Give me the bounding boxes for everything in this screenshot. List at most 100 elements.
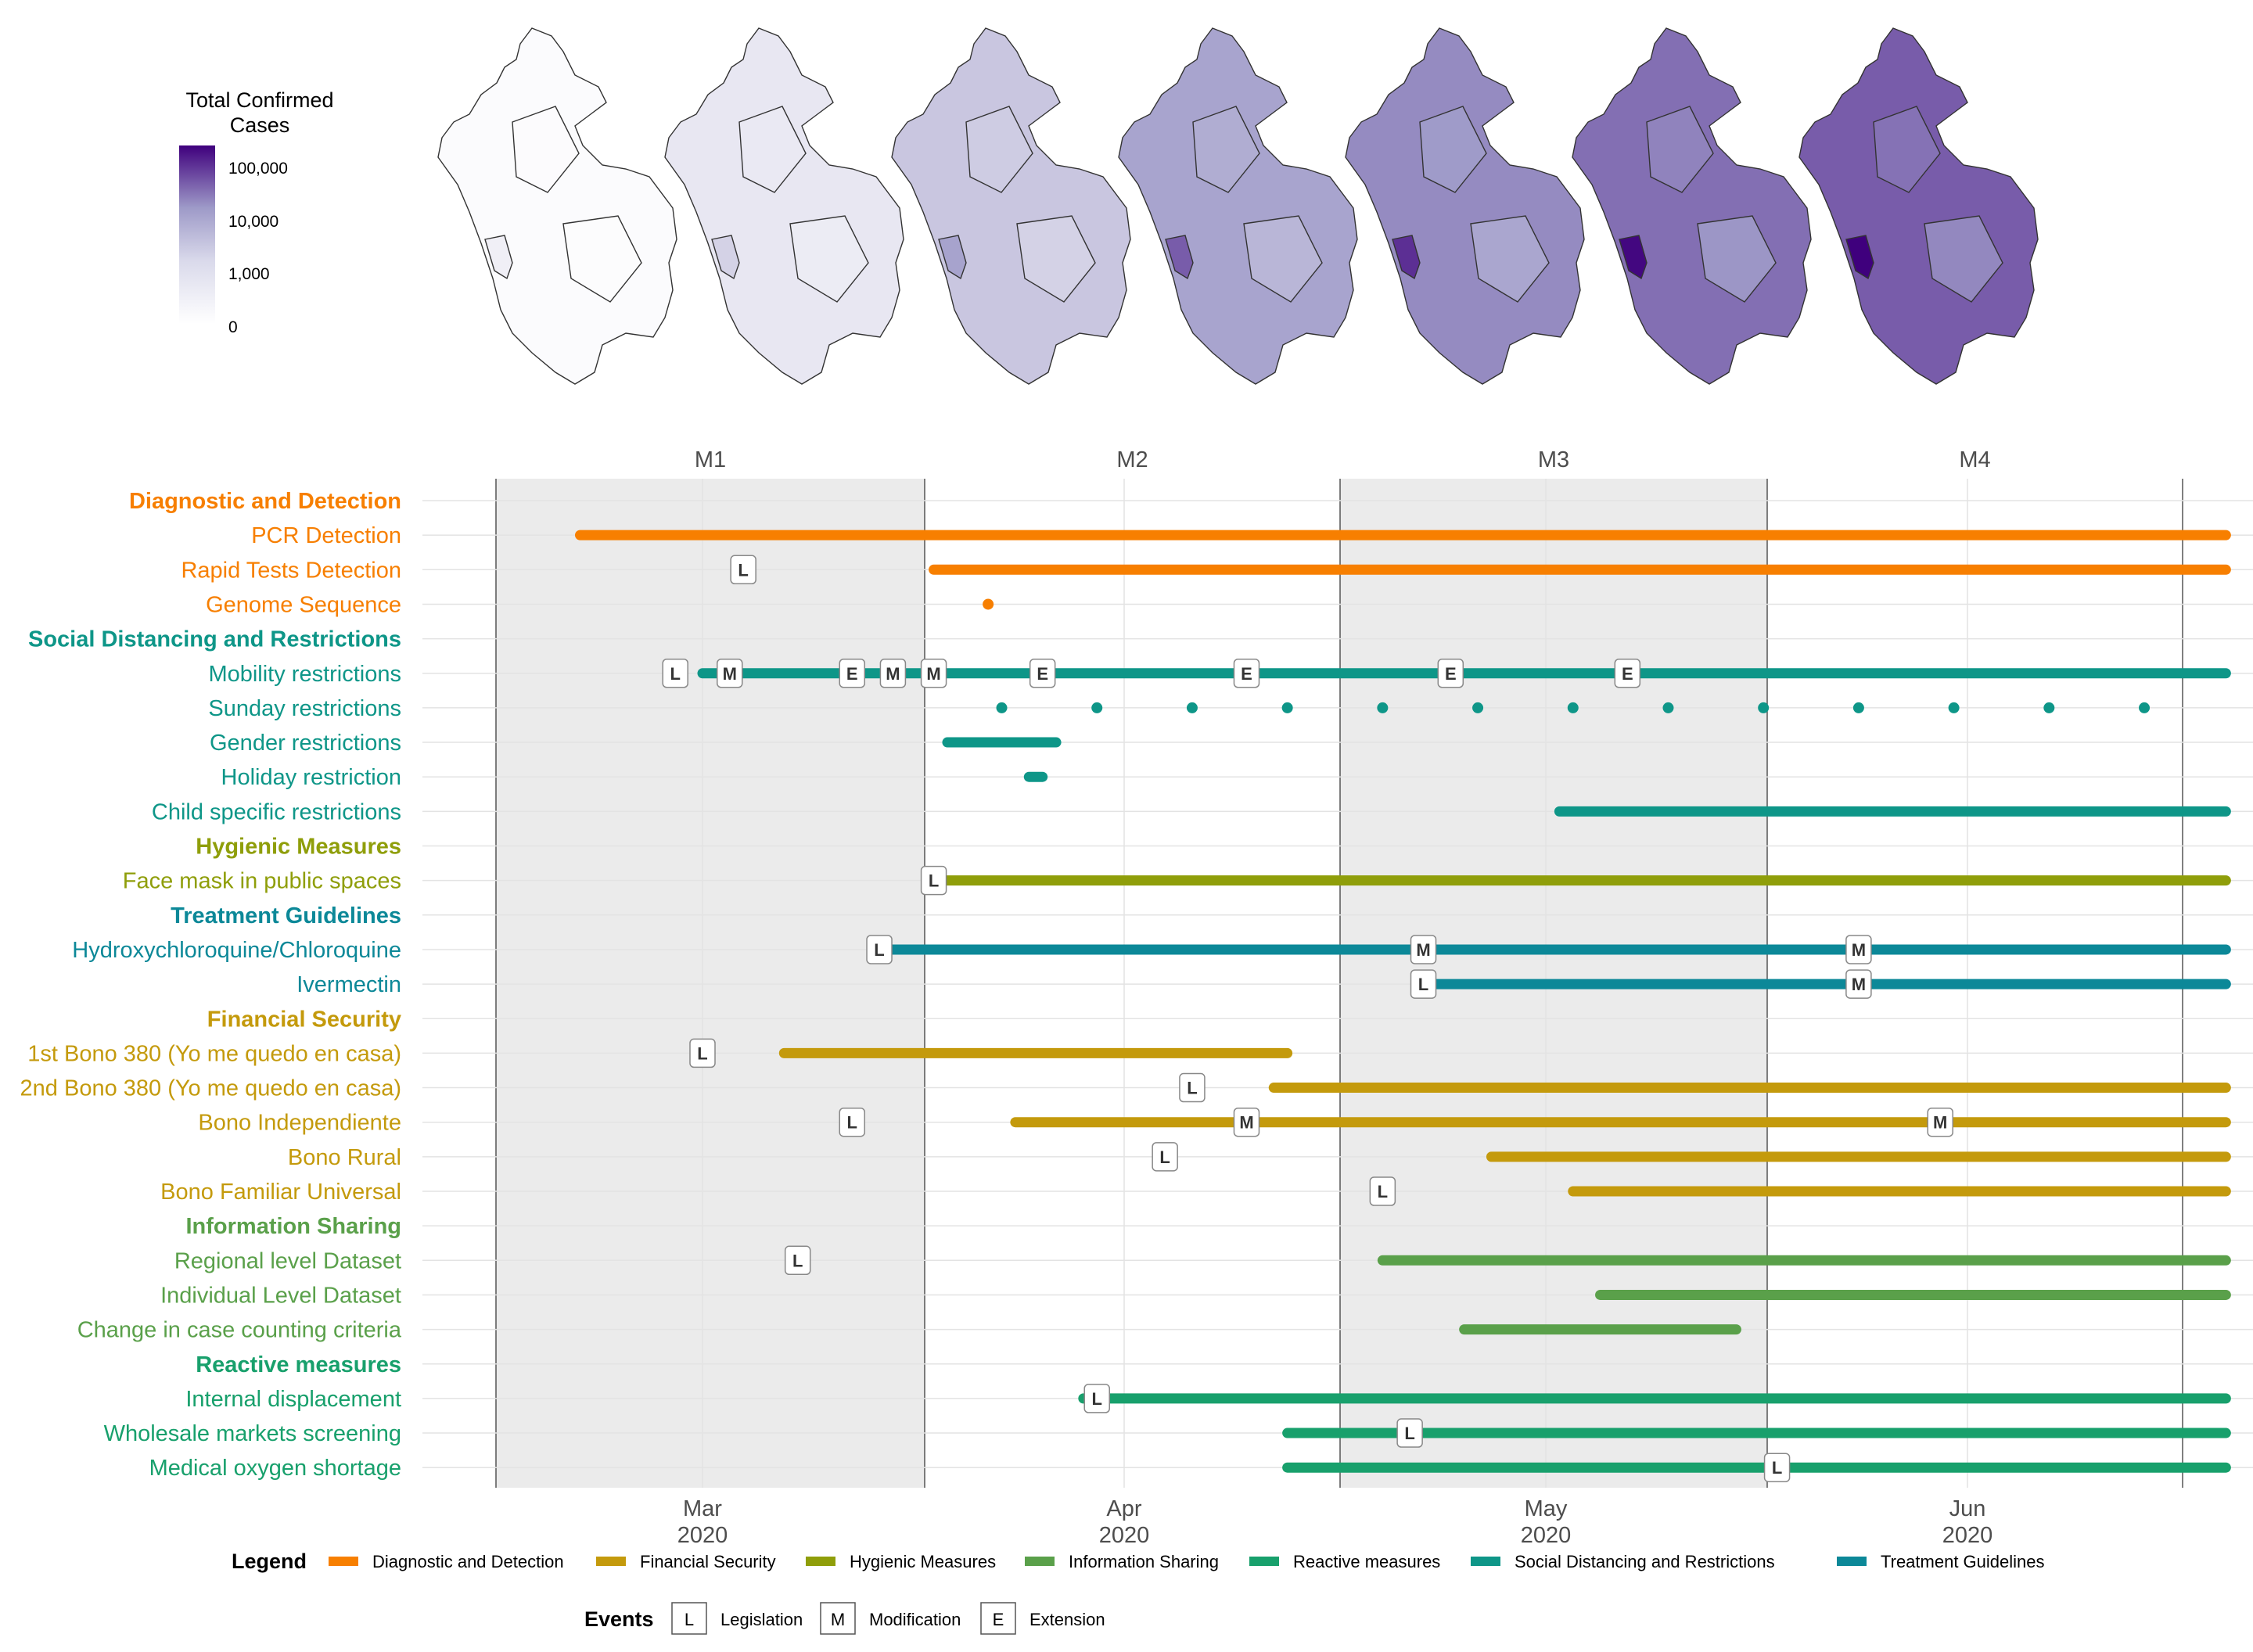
colorbar-tick: 1,000 (228, 265, 270, 283)
event-box (1029, 659, 1056, 688)
map-outline (437, 27, 677, 385)
category-header: Information Sharing (186, 1214, 402, 1239)
event-label: L (1091, 1389, 1101, 1409)
map-region-north (1873, 106, 1941, 193)
measure-dot (996, 702, 1008, 713)
x-tick-label: Apr (1106, 1496, 1141, 1521)
event-key-box (820, 1602, 856, 1635)
event-box (689, 1038, 716, 1068)
legend-label: Reactive measures (1293, 1552, 1440, 1571)
map-region-lima (1619, 235, 1648, 280)
legend-label: Diagnostic and Detection (372, 1552, 564, 1571)
event-box (866, 935, 893, 964)
event-label: M (723, 664, 737, 684)
map-region-lima (1392, 235, 1421, 280)
map-region-north (1192, 106, 1260, 193)
event-label: L (1404, 1424, 1414, 1443)
event-label: M (926, 664, 940, 684)
event-box (1179, 1072, 1206, 1103)
measure-dot (1281, 702, 1293, 713)
event-box (1763, 1453, 1791, 1482)
event-label: M (1416, 940, 1430, 960)
row-label: Genome Sequence (206, 592, 401, 617)
panel-backgrounds: M1 M2 M3 M4 (495, 447, 2183, 1488)
row-label: Mobility restrictions (208, 662, 401, 687)
event-label: E (1445, 664, 1457, 684)
event-label: E (1037, 664, 1048, 684)
row-label: Regional level Dataset (174, 1248, 401, 1273)
peru-map (437, 27, 677, 385)
measure-dot (1852, 702, 1864, 713)
x-tick-label: 2020 (1521, 1523, 1572, 1548)
map-region-north (512, 106, 580, 193)
map-region-south (1016, 215, 1096, 303)
event-key-letter: M (831, 1610, 845, 1629)
legend-label: Information Sharing (1069, 1552, 1219, 1571)
map-outline (1345, 27, 1585, 385)
event-box (1410, 969, 1437, 999)
event-label: L (1159, 1147, 1170, 1167)
event-box (920, 659, 947, 688)
row-label: Ivermectin (296, 972, 401, 997)
event-label: E (1241, 664, 1252, 684)
event-label: L (1378, 1182, 1388, 1201)
x-tick-label: May (1525, 1496, 1568, 1521)
panel-label: M1 (695, 447, 726, 472)
map-region-south (1697, 215, 1777, 303)
colorbar-title-line1: Total Confirmed (185, 88, 333, 112)
row-label: Gender restrictions (210, 731, 401, 756)
row-label: Internal displacement (185, 1387, 401, 1412)
measure-dot (1472, 702, 1484, 713)
event-label: L (929, 871, 939, 891)
map-region-lima (484, 235, 513, 280)
map-region-lima (711, 235, 740, 280)
row-label: Wholesale markets screening (104, 1421, 401, 1446)
event-label: L (874, 940, 884, 960)
event-label: M (1239, 1113, 1253, 1133)
row-label: Change in case counting criteria (77, 1318, 402, 1343)
measure-dot (2139, 702, 2151, 713)
measure-dot (1567, 702, 1579, 713)
map-region-south (1243, 215, 1323, 303)
measure-dot (2043, 702, 2055, 713)
events-legend: Events L Legislation M Modification E Extensio… (584, 1602, 1105, 1635)
event-box (1152, 1142, 1178, 1172)
event-box (1083, 1384, 1110, 1413)
row-label: Hydroxychloroquine/Chloroquine (72, 938, 401, 963)
category-header: Treatment Guidelines (171, 903, 401, 928)
category-header: Reactive measures (196, 1352, 401, 1377)
category-header: Hygienic Measures (196, 835, 401, 860)
events-legend-title: Events (584, 1607, 654, 1631)
panel-label: M3 (1538, 447, 1569, 472)
colorbar-tick: 10,000 (228, 213, 278, 231)
event-key-label: Extension (1029, 1610, 1105, 1629)
colorbar-title-line2: Cases (230, 113, 290, 137)
measure-dot (983, 598, 994, 610)
event-box (717, 659, 743, 688)
event-box (839, 659, 866, 688)
colorbar: Total Confirmed Cases 100,000 10,000 1,0… (179, 88, 334, 336)
measure-dot (1377, 702, 1389, 713)
event-box (1845, 935, 1872, 964)
measure-dot (1758, 702, 1770, 713)
x-tick-label: 2020 (1942, 1523, 1993, 1548)
row-label: Child specific restrictions (152, 799, 401, 824)
event-box (1927, 1107, 1953, 1137)
row-labels: Diagnostic and Detection PCR Detection Rap… (20, 489, 402, 1481)
measure-dot (1091, 702, 1103, 713)
event-label: M (886, 664, 900, 684)
map-region-north (965, 106, 1033, 193)
event-box (1845, 969, 1872, 999)
category-header: Financial Security (207, 1007, 401, 1032)
row-label: Holiday restriction (221, 765, 401, 790)
event-box (1369, 1176, 1396, 1206)
row-label: PCR Detection (251, 523, 401, 548)
row-label: Bono Independiente (198, 1111, 401, 1136)
event-key-letter: L (685, 1610, 694, 1629)
event-key-box (671, 1602, 707, 1635)
event-box (839, 1107, 866, 1137)
panel-label: M2 (1116, 447, 1148, 472)
row-label: Rapid Tests Detection (181, 558, 401, 583)
